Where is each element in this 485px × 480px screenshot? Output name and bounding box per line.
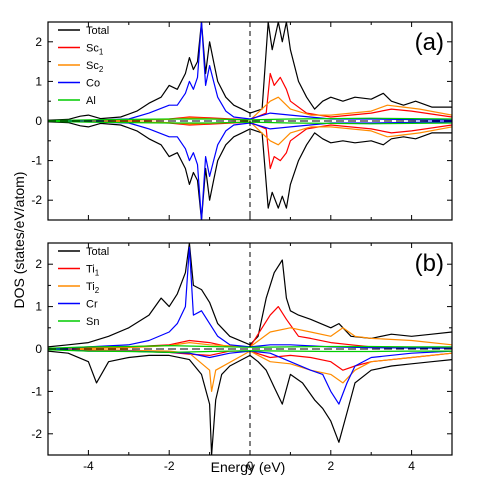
- series-line-ti2-up: [48, 327, 452, 350]
- legend-subscript: 1: [95, 269, 100, 278]
- y-tick-label: -2: [31, 193, 42, 207]
- series-line-sn-down: [48, 349, 452, 353]
- series-line-sn-up: [48, 345, 452, 349]
- x-tick-label: 0: [247, 459, 254, 473]
- series-line-total-up: [48, 22, 452, 121]
- series-line-co-up: [48, 22, 452, 122]
- legend-entry: Total: [86, 246, 109, 258]
- legend-subscript: 2: [95, 286, 100, 295]
- legend-subscript: 1: [99, 48, 104, 57]
- y-tick-label: -1: [31, 154, 42, 168]
- y-axis-label: DOS (states/eV/atom): [11, 172, 27, 309]
- legend-entry: Sc1: [86, 43, 104, 57]
- legend-subscript: 2: [99, 65, 104, 74]
- series-line-total-down: [48, 121, 452, 220]
- y-tick-label: 1: [35, 74, 42, 88]
- legend-entry: Sc2: [86, 60, 104, 74]
- panel-a: -2 -1 0 1 2 (a) Total Sc1 Sc2 Co Al: [31, 21, 453, 221]
- legend-entry: Cr: [86, 299, 98, 311]
- y-tick-label: 2: [35, 257, 42, 271]
- series-line-cr-up: [48, 246, 452, 350]
- x-axis-label: Energy (eV): [211, 459, 286, 475]
- x-tick-label: 4: [408, 459, 415, 473]
- legend-entry: Co: [86, 78, 100, 90]
- legend-entry: Ti2: [86, 281, 100, 295]
- legend-entry: Total: [86, 25, 109, 37]
- legend-entry: Al: [86, 95, 96, 107]
- series-line-total-down: [48, 350, 452, 455]
- series-line-sc1-up: [48, 72, 452, 122]
- y-tick-label: 0: [35, 342, 42, 356]
- x-tick-label: -4: [83, 459, 94, 473]
- series-line-ti1-up: [48, 306, 452, 350]
- legend: Total Sc1 Sc2 Co Al: [58, 25, 109, 107]
- x-tick-label: 2: [327, 459, 334, 473]
- x-tick-label: -2: [164, 459, 175, 473]
- panel-b: -2 -1 0 1 2 -4 -2 0 2 4 (b) Total Ti1 Ti2 Cr Sn: [31, 242, 453, 473]
- panel-label: (b): [415, 250, 444, 277]
- y-tick-label: 2: [35, 35, 42, 49]
- y-tick-label: -2: [31, 427, 42, 441]
- series-line-co-down: [48, 120, 452, 220]
- y-tick-label: 0: [35, 114, 42, 128]
- y-tick-label: -1: [31, 384, 42, 398]
- series-line-sc1-down: [48, 120, 452, 170]
- series-line-al-up: [48, 117, 452, 122]
- legend: Total Ti1 Ti2 Cr Sn: [58, 246, 109, 328]
- series-line-total-up: [48, 243, 452, 348]
- panel-label: (a): [415, 29, 444, 56]
- y-tick-label: 1: [35, 300, 42, 314]
- legend-entry: Sn: [86, 316, 99, 328]
- series-line-cr-down: [48, 348, 452, 405]
- legend-entry: Ti1: [86, 264, 100, 278]
